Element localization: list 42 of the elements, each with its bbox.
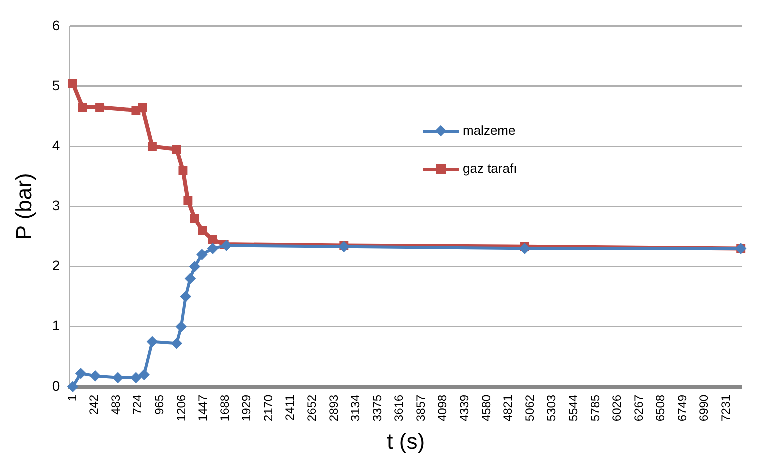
x-tick-label: 5303 [544,394,559,422]
x-tick-label: 4098 [436,394,450,422]
y-tick-label: 2 [52,258,60,274]
x-tick-label: 965 [152,394,166,415]
x-tick-label: 1206 [174,394,188,422]
x-tick-label: 6749 [675,394,690,422]
x-tick-label: 6508 [654,394,668,422]
x-tick-label: 7231 [719,394,734,422]
x-tick-label: 1929 [240,394,254,422]
x-tick-label: 2893 [326,394,341,422]
y-tick-label: 5 [52,77,60,94]
x-tick-label: 2652 [305,394,320,422]
x-tick-label: 5544 [566,394,580,422]
x-tick-label: 3375 [370,394,384,422]
y-tick-label: 4 [52,137,60,154]
x-tick-label: 4821 [501,394,516,422]
x-tick-label: 4339 [458,394,472,422]
y-tick-label: 6 [52,17,60,34]
x-tick-label: 2170 [261,394,276,422]
x-tick-label: 3616 [392,394,406,422]
x-tick-label: 5062 [522,394,537,422]
x-tick-label: 4580 [479,394,494,422]
x-tick-label: 483 [108,394,123,415]
x-tick-label: 2411 [283,394,298,421]
x-tick-label: 242 [87,394,102,415]
y-tick-label: 0 [52,378,60,394]
x-tick-label: 3857 [414,394,428,422]
x-tick-label: 724 [130,394,145,415]
x-tick-label: 1447 [196,394,210,422]
x-axis-title: t (s) [387,428,426,454]
y-axis-title: P (bar) [11,173,36,240]
x-tick-label: 6990 [697,394,712,422]
y-tick-label: 1 [52,318,60,334]
legend-label: gaz tarafı [463,160,518,178]
x-tick-label: 6026 [610,394,624,422]
x-tick-label: 3134 [348,394,363,422]
x-tick-label: 6267 [632,394,646,422]
x-tick-label: 5785 [588,394,602,422]
legend-label: malzeme [463,122,516,140]
x-tick-label: 1688 [218,394,232,422]
x-tick-label: 1 [65,394,80,402]
y-tick-label: 3 [52,198,60,214]
